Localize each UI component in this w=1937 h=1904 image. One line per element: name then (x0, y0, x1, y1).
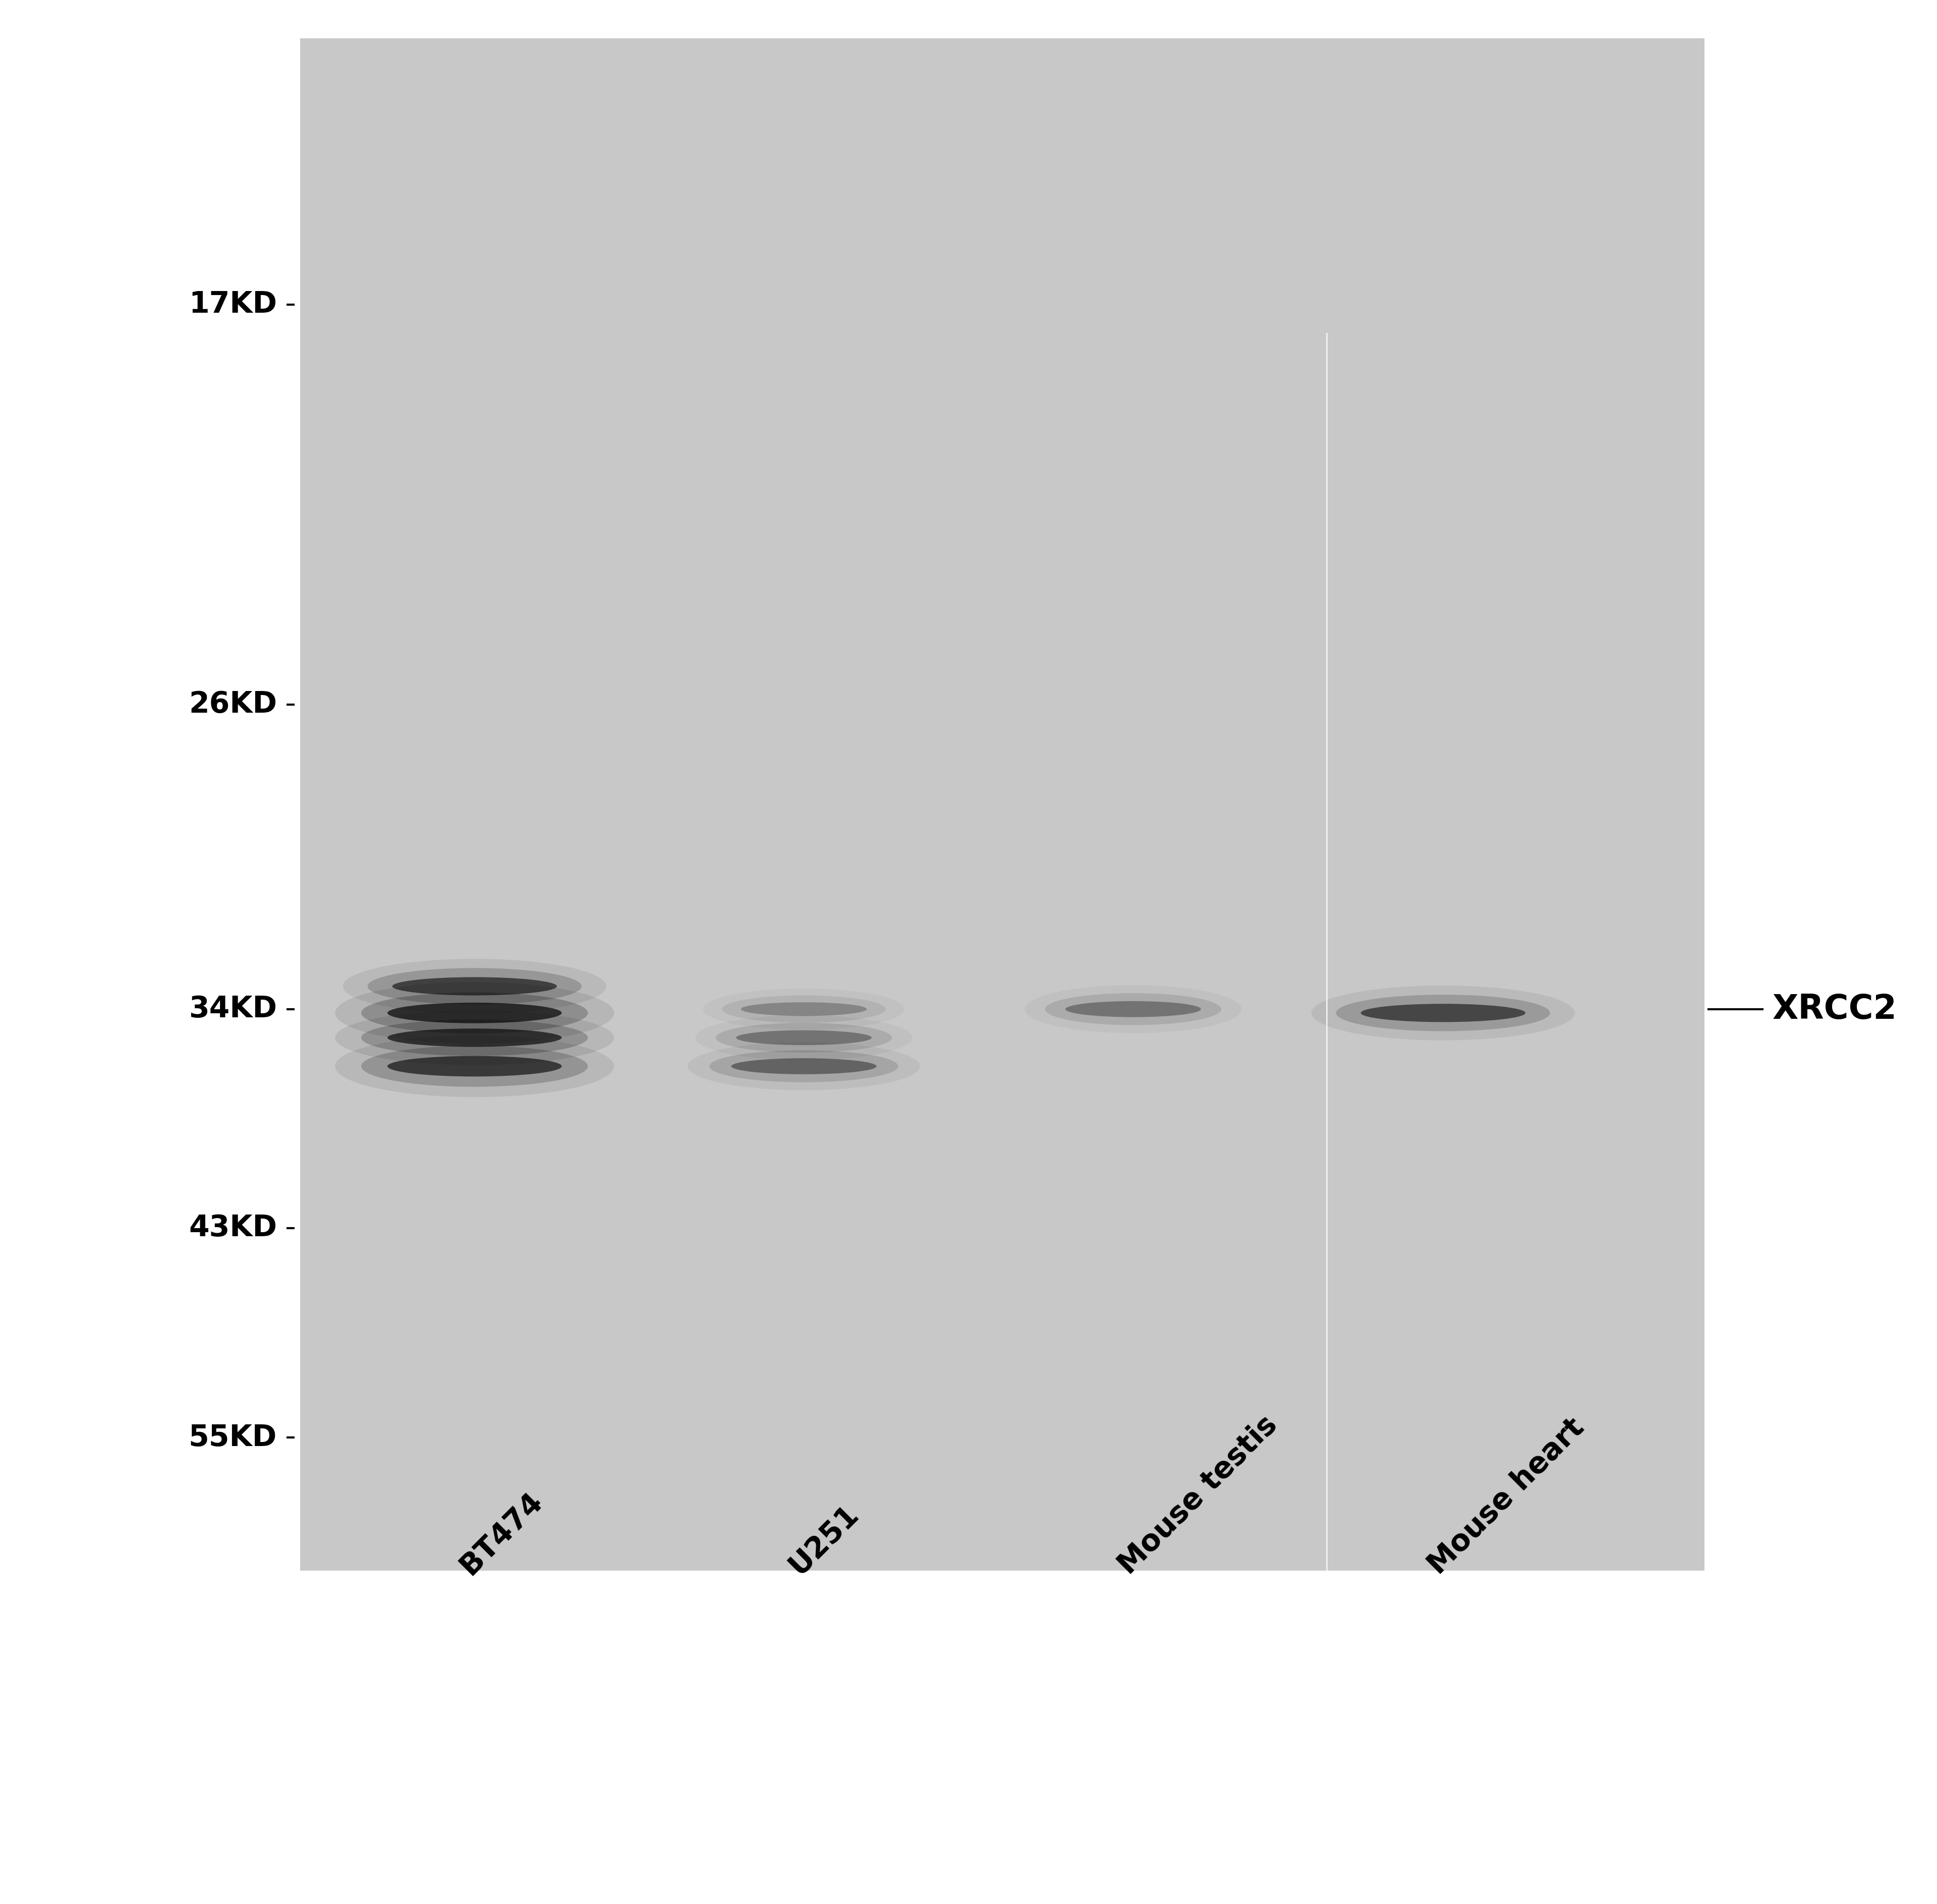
Ellipse shape (335, 982, 614, 1043)
Ellipse shape (730, 1059, 876, 1074)
Text: 55KD: 55KD (188, 1422, 277, 1453)
Ellipse shape (1337, 994, 1550, 1032)
Ellipse shape (709, 1051, 899, 1081)
Text: Mouse testis: Mouse testis (1114, 1411, 1282, 1580)
Ellipse shape (387, 1057, 562, 1076)
Ellipse shape (387, 1003, 562, 1022)
Ellipse shape (740, 1002, 866, 1017)
Ellipse shape (1044, 994, 1220, 1024)
Text: U251: U251 (784, 1500, 864, 1580)
Ellipse shape (715, 1022, 891, 1053)
Ellipse shape (1311, 986, 1575, 1040)
Ellipse shape (360, 1019, 589, 1057)
Ellipse shape (1362, 1003, 1526, 1022)
Ellipse shape (360, 1045, 589, 1087)
Ellipse shape (368, 967, 581, 1005)
Ellipse shape (391, 977, 558, 996)
Ellipse shape (343, 960, 606, 1013)
Ellipse shape (723, 996, 885, 1022)
FancyBboxPatch shape (300, 38, 1705, 1571)
Text: 26KD: 26KD (188, 689, 277, 720)
Text: Mouse heart: Mouse heart (1424, 1413, 1590, 1580)
Text: 34KD: 34KD (188, 994, 277, 1024)
Ellipse shape (360, 992, 589, 1034)
Text: 43KD: 43KD (188, 1213, 277, 1243)
Ellipse shape (387, 1028, 562, 1047)
Ellipse shape (736, 1030, 872, 1045)
Ellipse shape (335, 1036, 614, 1097)
Text: 17KD: 17KD (188, 289, 277, 320)
Ellipse shape (1065, 1002, 1201, 1017)
Ellipse shape (335, 1011, 614, 1064)
Text: XRCC2: XRCC2 (1772, 992, 1896, 1026)
Text: BT474: BT474 (455, 1487, 548, 1580)
